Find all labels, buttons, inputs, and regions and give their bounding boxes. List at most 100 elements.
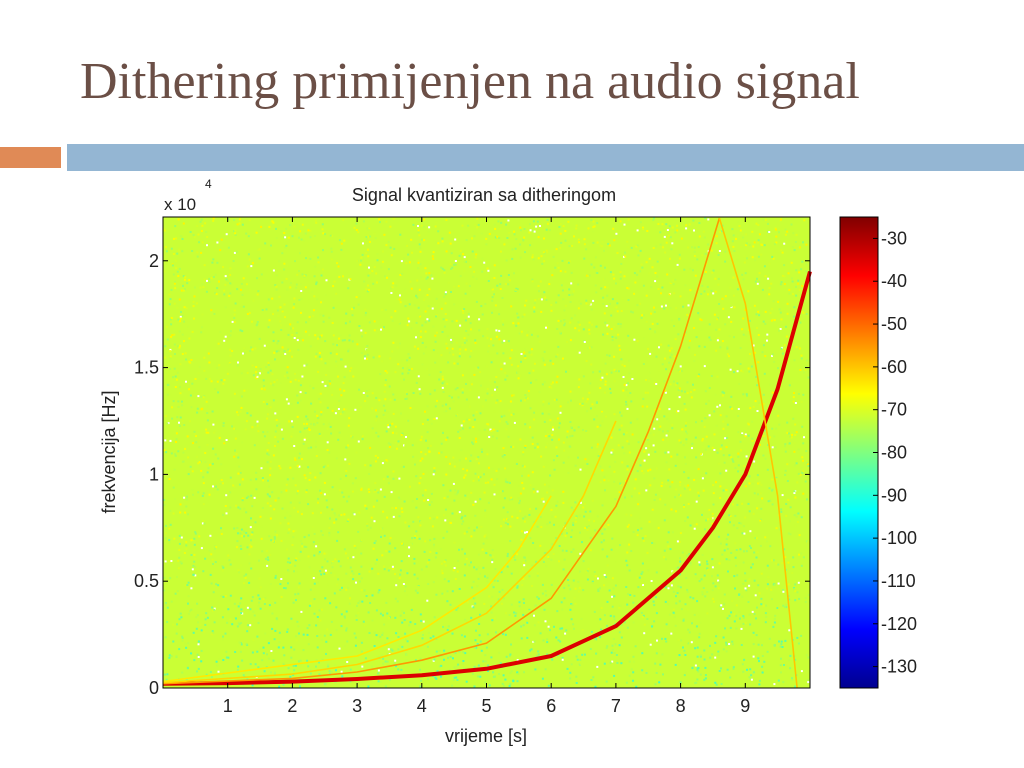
noise-speck: [394, 616, 397, 619]
noise-speck: [603, 662, 606, 665]
noise-speck: [294, 664, 297, 667]
noise-speck: [355, 581, 357, 584]
noise-speck: [386, 612, 389, 615]
noise-speck: [409, 621, 412, 624]
noise-speck: [543, 420, 546, 423]
noise-speck: [344, 645, 347, 647]
noise-speck: [764, 612, 767, 615]
noise-speck: [530, 648, 533, 651]
noise-speck: [244, 428, 247, 431]
noise-speck: [404, 632, 407, 635]
noise-speck: [442, 380, 445, 383]
noise-speck: [532, 258, 535, 261]
noise-speck: [800, 516, 803, 519]
noise-speck: [647, 569, 650, 572]
noise-speck: [208, 549, 211, 552]
noise-speck: [459, 348, 462, 351]
noise-speck: [627, 246, 630, 249]
noise-speck: [520, 229, 522, 232]
noise-speck: [318, 352, 321, 354]
noise-speck: [667, 479, 670, 482]
noise-speck: [718, 581, 721, 584]
noise-speck: [546, 653, 548, 656]
noise-speck: [406, 397, 409, 400]
noise-speck: [518, 485, 521, 488]
noise-speck: [235, 617, 237, 620]
noise-speck: [274, 570, 277, 573]
noise-speck: [432, 517, 435, 520]
noise-speck: [270, 244, 272, 247]
noise-speck: [524, 446, 527, 449]
noise-speck: [459, 275, 462, 277]
noise-speck: [379, 680, 382, 683]
noise-speck: [493, 381, 496, 384]
noise-speck: [387, 569, 390, 572]
noise-speck: [784, 233, 787, 236]
noise-speck: [733, 575, 736, 578]
noise-speck: [194, 574, 197, 577]
noise-speck: [608, 244, 611, 247]
noise-speck: [312, 541, 315, 544]
noise-speck: [305, 577, 308, 580]
noise-speck: [510, 603, 513, 606]
noise-speck: [470, 535, 473, 538]
noise-speck: [403, 378, 405, 381]
noise-speck: [178, 298, 181, 301]
noise-speck: [319, 489, 321, 492]
noise-speck: [488, 466, 490, 469]
noise-speck: [629, 421, 632, 424]
noise-speck: [567, 579, 570, 581]
noise-speck: [178, 248, 181, 251]
noise-speck: [222, 424, 225, 427]
noise-speck: [494, 304, 497, 307]
noise-speck: [229, 476, 232, 479]
noise-speck: [751, 256, 754, 259]
noise-speck: [374, 237, 377, 240]
noise-speck: [778, 329, 781, 332]
noise-speck: [682, 646, 684, 649]
noise-speck: [485, 243, 488, 246]
noise-speck: [545, 299, 548, 301]
noise-speck: [474, 674, 477, 677]
noise-speck: [180, 311, 182, 313]
noise-speck: [399, 233, 402, 236]
noise-speck: [495, 329, 498, 332]
noise-speck: [741, 273, 744, 276]
noise-speck: [176, 416, 179, 419]
noise-speck: [362, 620, 365, 623]
noise-speck: [523, 236, 526, 239]
noise-speck: [744, 622, 747, 624]
noise-speck: [458, 345, 461, 348]
noise-speck: [354, 636, 357, 639]
noise-speck: [771, 503, 774, 506]
noise-speck: [252, 610, 255, 613]
noise-speck: [200, 680, 203, 683]
noise-speck: [366, 395, 369, 397]
noise-speck: [642, 540, 645, 542]
noise-speck: [738, 610, 741, 613]
noise-speck: [267, 657, 270, 660]
noise-speck: [672, 608, 675, 611]
noise-speck: [163, 270, 166, 273]
noise-speck: [227, 246, 230, 249]
noise-speck: [502, 447, 505, 450]
noise-speck: [211, 261, 214, 264]
noise-speck: [784, 473, 787, 476]
noise-speck: [678, 253, 681, 256]
noise-speck: [790, 223, 793, 226]
noise-speck: [266, 452, 269, 455]
noise-speck: [299, 659, 302, 662]
noise-speck: [632, 531, 635, 533]
noise-speck: [516, 586, 519, 589]
noise-speck: [468, 416, 471, 419]
noise-speck: [520, 330, 523, 333]
noise-speck: [617, 444, 620, 447]
noise-speck: [689, 561, 692, 564]
noise-speck: [285, 227, 288, 230]
noise-speck: [256, 321, 259, 323]
noise-speck: [423, 644, 426, 647]
noise-speck: [400, 412, 402, 415]
noise-speck: [480, 525, 483, 528]
noise-speck: [192, 573, 195, 576]
noise-speck: [272, 269, 275, 272]
